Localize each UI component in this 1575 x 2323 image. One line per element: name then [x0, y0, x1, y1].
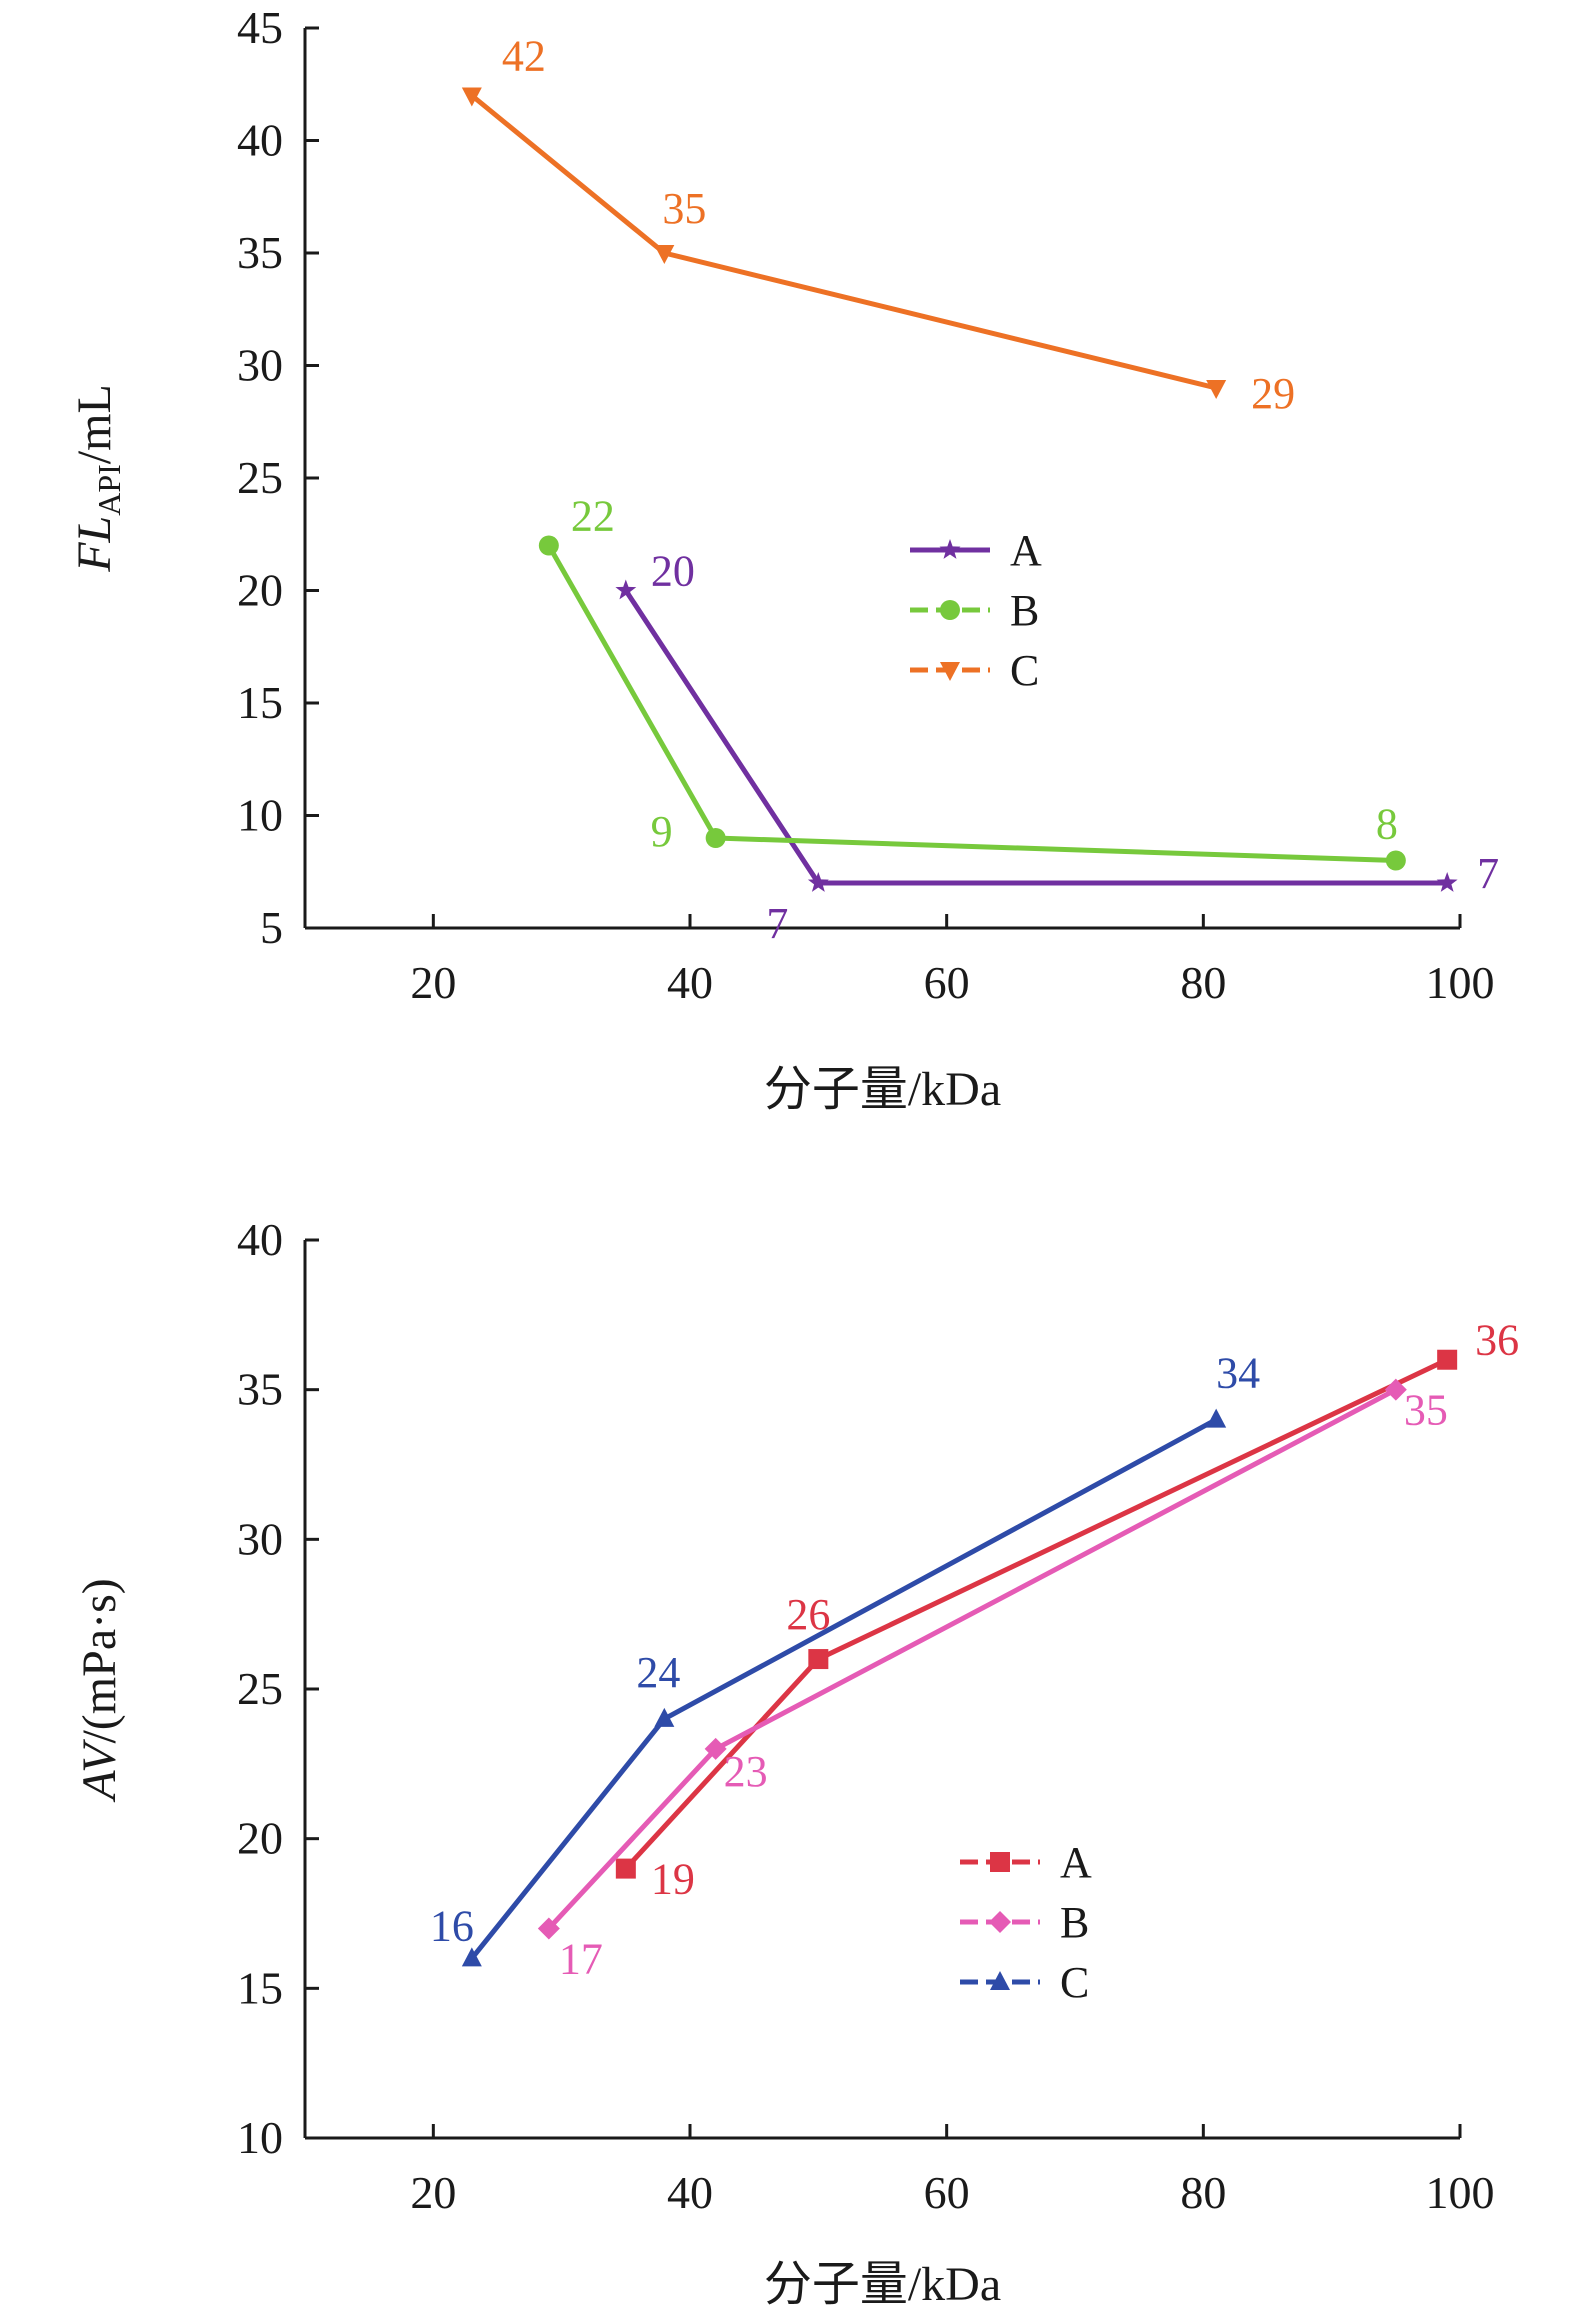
legend-label-C: C: [1010, 646, 1039, 695]
legend-label-B: B: [1010, 586, 1039, 635]
y-tick-label: 20: [237, 1813, 283, 1864]
data-point-A: [1436, 872, 1458, 892]
data-point-B: [704, 1737, 727, 1760]
data-label-A: 7: [1477, 849, 1499, 898]
y-tick-label: 35: [237, 1364, 283, 1415]
legend-marker-C: [940, 662, 960, 681]
x-tick-label: 20: [410, 2167, 456, 2218]
y-tick-label: 20: [237, 565, 283, 616]
data-label-A: 20: [651, 547, 695, 596]
av-chart: 10 15 20 25 30 35 40 20 40 60 80 100 分子量/kDa AV/(mPa·…: [73, 1214, 1519, 2311]
y-tick-label: 10: [237, 2112, 283, 2163]
x-tick-label: 60: [924, 2167, 970, 2218]
x-tick-label: 20: [410, 957, 456, 1008]
legend-label-A: A: [1060, 1838, 1092, 1887]
y-tick-label: 30: [237, 340, 283, 391]
data-point-A: [808, 1649, 829, 1670]
data-point-B: [537, 1917, 560, 1940]
data-point-B: [538, 535, 559, 556]
legend-marker-B: [940, 600, 960, 620]
x-tick-label: 40: [667, 957, 713, 1008]
y-tick-label: 40: [237, 115, 283, 166]
series-line-C: [469, 1417, 1218, 1960]
legend-marker-A: [939, 539, 961, 559]
y-tick-label: 15: [237, 1962, 283, 2013]
y-tick-label: 5: [260, 902, 283, 953]
data-point-C: [461, 87, 482, 107]
data-point-C: [1206, 1408, 1227, 1428]
data-label-B: 35: [1404, 1386, 1448, 1435]
x-tick-label: 60: [924, 957, 970, 1008]
data-point-C: [461, 1947, 482, 1967]
data-point-C: [654, 1707, 675, 1727]
data-point-A: [807, 872, 829, 892]
y-tick-label: 35: [237, 227, 283, 278]
x-tick-label: 100: [1426, 2167, 1495, 2218]
data-point-A: [1437, 1349, 1458, 1370]
data-label-B: 8: [1376, 800, 1398, 849]
x-axis-title: 分子量/kDa: [764, 2258, 1001, 2311]
legend-label-B: B: [1060, 1898, 1089, 1947]
data-label-C: 24: [636, 1648, 680, 1697]
x-tick-label: 100: [1426, 957, 1495, 1008]
data-label-A: 7: [766, 899, 788, 948]
y-tick-label: 45: [237, 2, 283, 53]
x-tick-label: 40: [667, 2167, 713, 2218]
data-label-A: 36: [1475, 1316, 1519, 1365]
data-point-A: [615, 1858, 636, 1879]
x-axis-title: 分子量/kDa: [764, 1063, 1001, 1116]
data-label-B: 22: [571, 492, 615, 541]
data-label-C: 35: [662, 184, 706, 233]
data-label-B: 17: [559, 1934, 603, 1983]
y-tick-label: 15: [237, 677, 283, 728]
data-label-B: 23: [724, 1747, 768, 1796]
legend-marker-A: [990, 1852, 1010, 1872]
data-point-C: [1206, 380, 1227, 399]
data-label-A: 19: [651, 1855, 695, 1904]
data-point-B: [1385, 850, 1406, 871]
data-label-C: 29: [1251, 369, 1295, 418]
y-tick-label: 40: [237, 1214, 283, 1265]
fl-api-chart: 5 10 15 20 25 30 35 40 45 20 40 60 80 100 分子量/kDa FLAPI…: [68, 2, 1499, 1116]
data-point-B: [1384, 1378, 1407, 1401]
data-point-B: [705, 828, 726, 848]
series-line-C: [470, 93, 1217, 391]
data-label-C: 34: [1216, 1349, 1260, 1398]
legend-label-A: A: [1010, 526, 1042, 575]
x-tick-label: 80: [1180, 957, 1226, 1008]
y-tick-label: 10: [237, 790, 283, 841]
y-axis-title: AV/(mPa·s): [73, 1578, 126, 1803]
y-tick-label: 25: [237, 1663, 283, 1714]
data-point-A: [615, 579, 637, 600]
data-label-C: 16: [430, 1901, 474, 1950]
x-tick-label: 80: [1180, 2167, 1226, 2218]
y-axis-title: FLAPI/mL: [68, 384, 127, 573]
legend-marker-C: [990, 1971, 1010, 1990]
y-tick-label: 30: [237, 1513, 283, 1564]
legend-marker-B: [989, 1911, 1011, 1933]
data-label-C: 42: [502, 32, 546, 81]
legend-label-C: C: [1060, 1958, 1089, 2007]
y-tick-label: 25: [237, 452, 283, 503]
data-point-C: [654, 245, 675, 264]
data-label-B: 9: [651, 807, 673, 856]
